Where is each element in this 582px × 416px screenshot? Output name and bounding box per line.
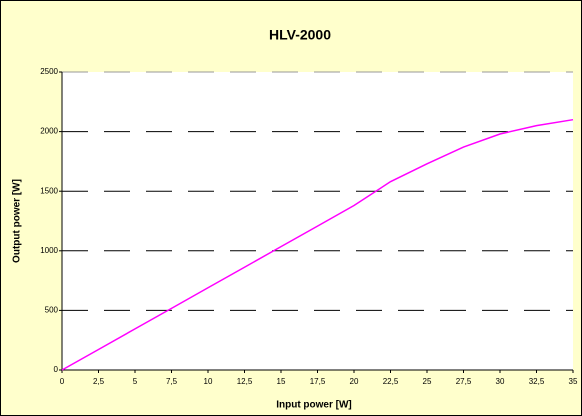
x-tick-label: 35 xyxy=(569,377,578,386)
y-tick-label: 0 xyxy=(54,365,59,374)
y-axis-title: Output power [W] xyxy=(12,179,23,263)
plot-area xyxy=(62,72,573,370)
y-tick-label: 1000 xyxy=(40,246,58,255)
x-axis-title: Input power [W] xyxy=(276,400,352,411)
data-line xyxy=(61,118,574,371)
x-tick-label: 10 xyxy=(204,377,213,386)
x-tick-label: 17,5 xyxy=(310,377,326,386)
x-tick-label: 2,5 xyxy=(93,377,105,386)
x-tick-label: 22,5 xyxy=(383,377,399,386)
x-tick-label: 27,5 xyxy=(456,377,472,386)
x-tick-label: 7,5 xyxy=(166,377,178,386)
chart-title: HLV-2000 xyxy=(269,27,331,43)
x-tick-label: 30 xyxy=(496,377,505,386)
x-tick-label: 0 xyxy=(60,377,65,386)
x-tick-label: 12,5 xyxy=(237,377,253,386)
x-tick-label: 32,5 xyxy=(529,377,545,386)
y-tick-label: 1500 xyxy=(40,186,58,195)
x-tick-label: 20 xyxy=(350,377,359,386)
x-tick-label: 15 xyxy=(277,377,286,386)
y-tick-label: 2000 xyxy=(40,127,58,136)
y-tick-label: 2500 xyxy=(40,67,58,76)
x-tick-label: 5 xyxy=(133,377,138,386)
y-tick-label: 500 xyxy=(45,306,59,315)
x-tick-label: 25 xyxy=(423,377,432,386)
